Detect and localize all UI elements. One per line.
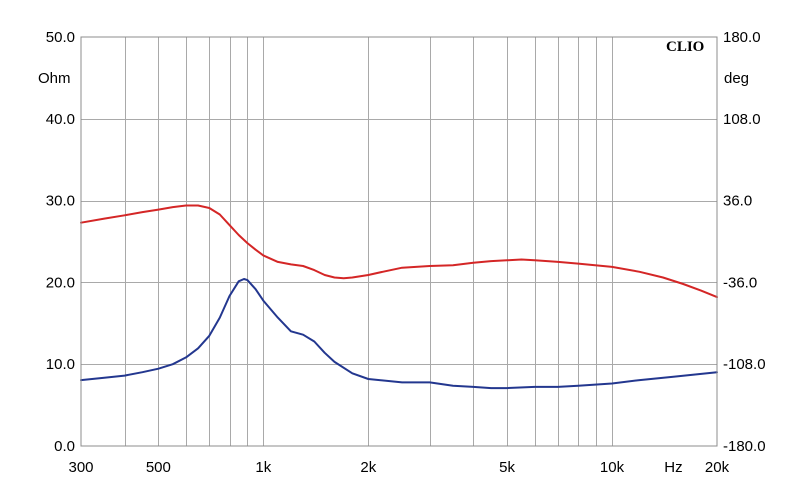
left-axis-tick-label: 40.0 xyxy=(46,111,75,128)
right-axis-tick-label: 180.0 xyxy=(723,29,761,46)
axis-labels: CLIO Ohm deg 0.0 10.0 20.0 30.0 40.0 50.0 -180… xyxy=(38,29,766,476)
clio-brand-label: CLIO xyxy=(666,39,704,55)
plot-frame xyxy=(80,36,718,447)
right-axis-unit: deg xyxy=(724,70,749,87)
series-layer xyxy=(80,204,718,390)
right-axis-tick-label: -180.0 xyxy=(723,438,766,455)
impedance-curve xyxy=(80,204,718,299)
x-axis-tick-label: 20k xyxy=(705,459,730,476)
x-axis-tick-label: 300 xyxy=(68,459,93,476)
left-axis-tick-label: 20.0 xyxy=(46,274,75,291)
x-axis-tick-label: 10k xyxy=(600,459,625,476)
left-axis-tick-label: 10.0 xyxy=(46,356,75,373)
x-axis-unit: Hz xyxy=(664,459,682,476)
x-axis-tick-label: 500 xyxy=(146,459,171,476)
right-axis-tick-label: -36.0 xyxy=(723,274,757,291)
phase-curve xyxy=(80,278,718,390)
left-axis-unit: Ohm xyxy=(38,70,71,87)
grid xyxy=(81,37,717,446)
right-axis-tick-label: -108.0 xyxy=(723,356,766,373)
right-axis-tick-label: 36.0 xyxy=(723,193,752,210)
x-axis-tick-label: 5k xyxy=(499,459,515,476)
left-axis-tick-label: 30.0 xyxy=(46,193,75,210)
x-axis-tick-label: 1k xyxy=(255,459,271,476)
left-axis-tick-label: 0.0 xyxy=(54,438,75,455)
left-axis-tick-label: 50.0 xyxy=(46,29,75,46)
right-axis-tick-label: 108.0 xyxy=(723,111,761,128)
x-axis-tick-label: 2k xyxy=(360,459,376,476)
